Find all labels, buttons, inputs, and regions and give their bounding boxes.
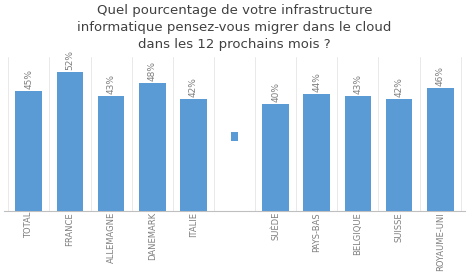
Text: 43%: 43%: [354, 74, 363, 94]
Text: 42%: 42%: [394, 77, 403, 97]
Bar: [345, 96, 371, 211]
Text: 44%: 44%: [312, 72, 321, 92]
Bar: [262, 104, 289, 211]
Bar: [231, 132, 238, 141]
Title: Quel pourcentage de votre infrastructure
informatique pensez-vous migrer dans le: Quel pourcentage de votre infrastructure…: [77, 4, 392, 51]
Bar: [180, 99, 207, 211]
Text: 46%: 46%: [436, 66, 445, 86]
Text: 45%: 45%: [24, 69, 33, 89]
Text: 40%: 40%: [271, 82, 280, 102]
Bar: [427, 88, 454, 211]
Text: 43%: 43%: [106, 74, 115, 94]
Bar: [139, 83, 166, 211]
Bar: [386, 99, 412, 211]
Text: 52%: 52%: [66, 50, 75, 70]
Bar: [15, 91, 42, 211]
Text: 48%: 48%: [148, 61, 157, 81]
Text: 42%: 42%: [189, 77, 198, 97]
Bar: [57, 72, 83, 211]
Bar: [98, 96, 124, 211]
Bar: [303, 94, 330, 211]
